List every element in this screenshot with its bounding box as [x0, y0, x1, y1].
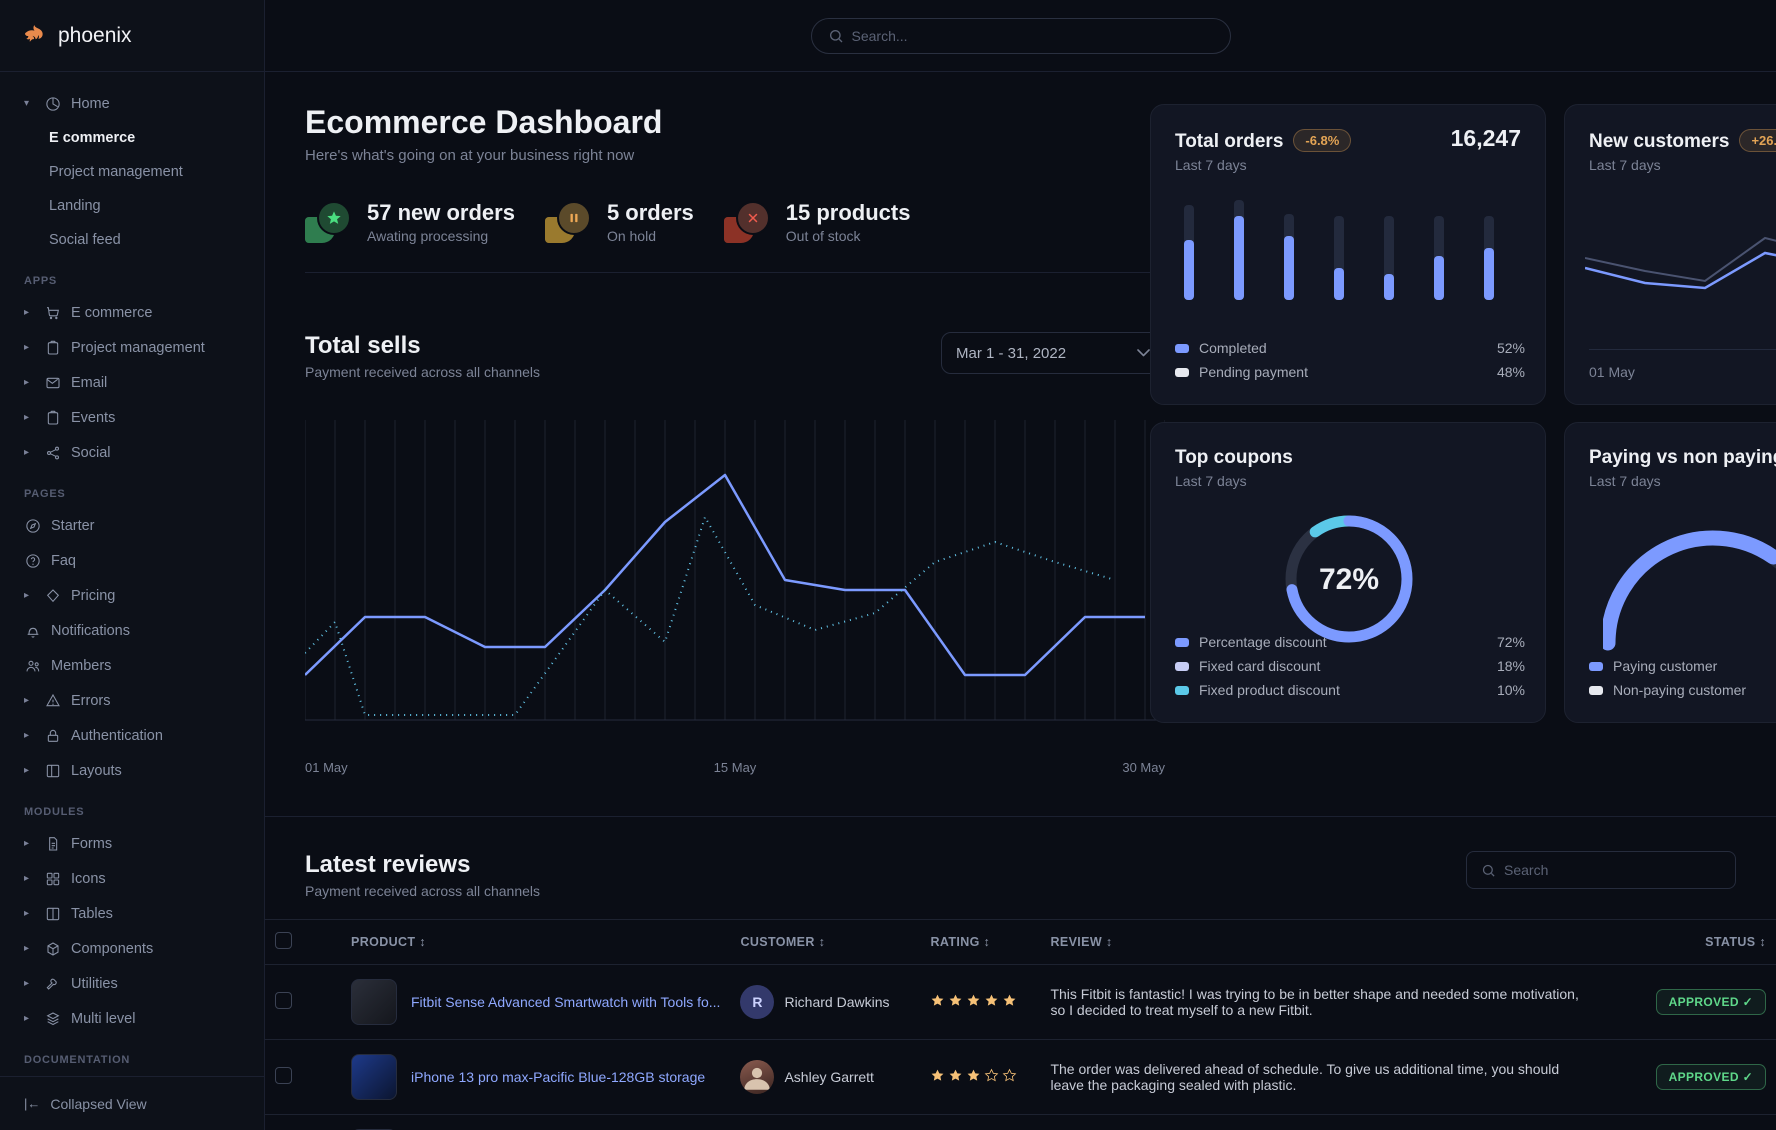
svg-text:72%: 72% [1319, 563, 1379, 596]
